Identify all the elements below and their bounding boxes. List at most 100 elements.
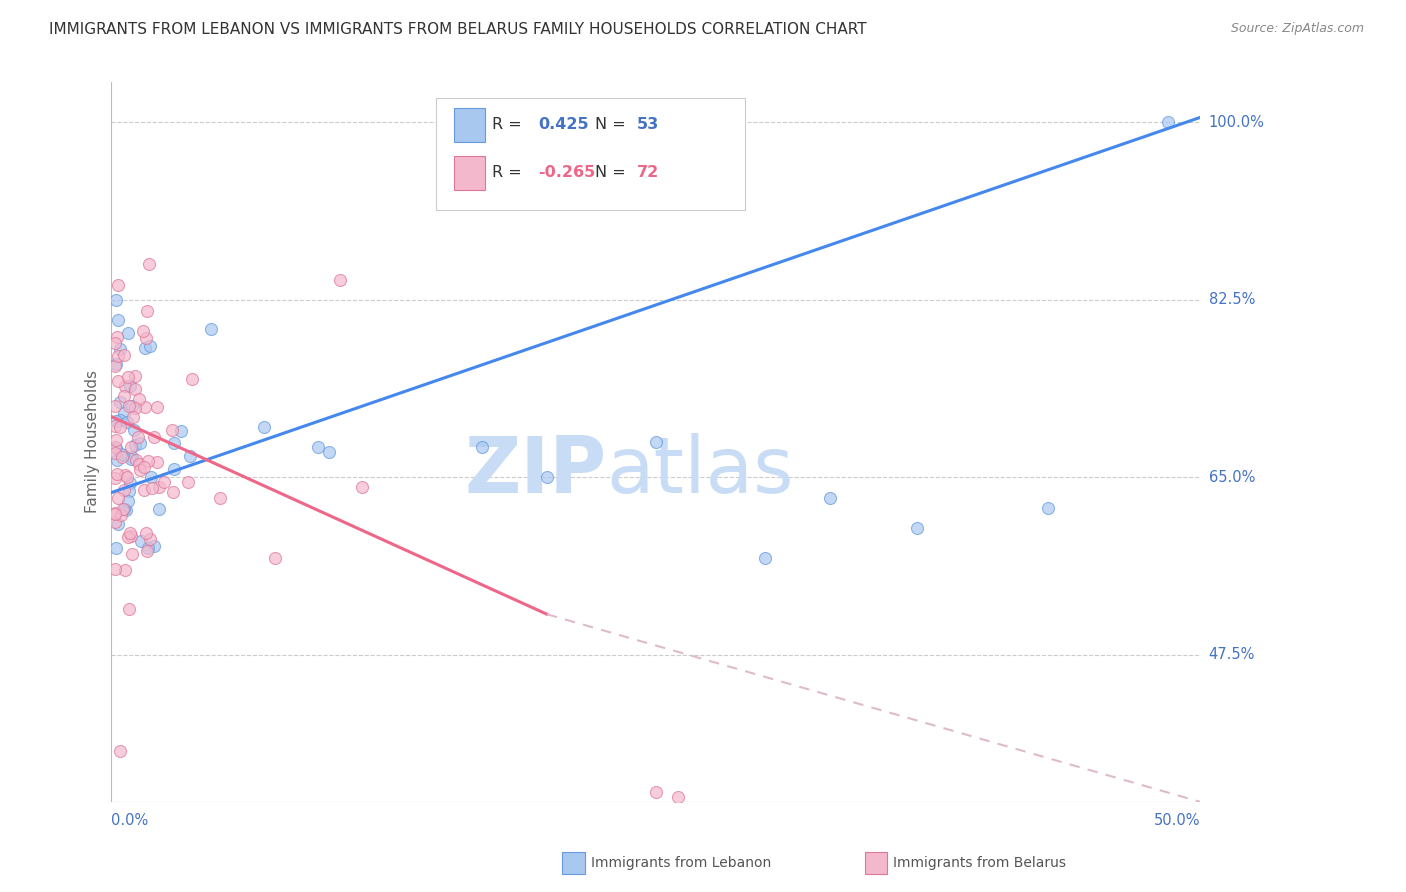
- Point: [118, 378, 141, 392]
- Point: [104, 508, 127, 522]
- Point: [118, 602, 141, 616]
- Point: [110, 447, 132, 461]
- Point: [1036, 500, 1059, 515]
- Point: [905, 521, 928, 535]
- Point: [114, 378, 136, 392]
- Point: [135, 331, 157, 345]
- Point: [107, 349, 129, 363]
- Y-axis label: Family Households: Family Households: [86, 370, 100, 514]
- Point: [107, 517, 129, 532]
- Point: [128, 463, 150, 477]
- Point: [104, 446, 127, 460]
- Text: Immigrants from Belarus: Immigrants from Belarus: [893, 856, 1066, 871]
- Point: [115, 470, 138, 484]
- Point: [129, 435, 152, 450]
- Point: [114, 468, 136, 483]
- Point: [148, 480, 170, 494]
- Point: [134, 401, 156, 415]
- Point: [142, 430, 165, 444]
- Point: [134, 341, 156, 355]
- Point: [139, 532, 162, 546]
- Point: [105, 433, 128, 447]
- Point: [128, 457, 150, 471]
- Point: [135, 525, 157, 540]
- Point: [115, 503, 138, 517]
- Text: 0.425: 0.425: [538, 117, 589, 132]
- Point: [536, 470, 558, 484]
- Point: [124, 401, 146, 415]
- Point: [135, 304, 157, 318]
- Point: [131, 324, 153, 338]
- Point: [104, 440, 127, 454]
- Point: [114, 389, 136, 403]
- Point: [104, 507, 127, 521]
- Point: [105, 467, 128, 481]
- Text: 82.5%: 82.5%: [1209, 293, 1256, 308]
- Text: 0.0%: 0.0%: [111, 813, 149, 828]
- Text: 100.0%: 100.0%: [1209, 115, 1264, 130]
- Point: [134, 483, 156, 498]
- Point: [108, 395, 131, 409]
- Point: [120, 452, 142, 467]
- Text: atlas: atlas: [607, 433, 794, 508]
- Point: [179, 449, 201, 463]
- Point: [143, 540, 166, 554]
- Point: [107, 313, 129, 327]
- Point: [115, 415, 138, 429]
- Point: [666, 789, 689, 804]
- Point: [118, 483, 141, 498]
- Point: [108, 343, 131, 357]
- Point: [118, 525, 141, 540]
- Point: [163, 435, 186, 450]
- Point: [120, 440, 142, 454]
- Point: [200, 322, 222, 336]
- Point: [104, 359, 127, 374]
- Point: [121, 399, 143, 413]
- Point: [107, 374, 129, 388]
- Point: [124, 369, 146, 384]
- Point: [124, 382, 146, 396]
- Point: [107, 453, 129, 467]
- Point: [117, 493, 139, 508]
- Point: [138, 339, 160, 353]
- Point: [107, 491, 129, 505]
- Text: R =: R =: [492, 165, 527, 180]
- Point: [124, 438, 146, 452]
- Point: [125, 452, 148, 467]
- Point: [112, 448, 135, 462]
- Point: [122, 423, 145, 437]
- Point: [112, 348, 135, 362]
- Point: [108, 744, 131, 758]
- Text: 72: 72: [637, 165, 659, 180]
- Point: [127, 430, 149, 444]
- Text: 53: 53: [637, 117, 659, 132]
- Point: [350, 481, 373, 495]
- Text: 65.0%: 65.0%: [1209, 470, 1256, 485]
- Point: [136, 543, 159, 558]
- Point: [1156, 115, 1178, 129]
- Point: [110, 413, 132, 427]
- Text: N =: N =: [595, 117, 631, 132]
- Point: [128, 392, 150, 406]
- Point: [118, 475, 141, 490]
- Point: [110, 508, 132, 522]
- Point: [104, 399, 127, 413]
- Point: [263, 551, 285, 566]
- Point: [104, 293, 127, 307]
- Point: [104, 541, 127, 556]
- Point: [141, 482, 163, 496]
- Text: IMMIGRANTS FROM LEBANON VS IMMIGRANTS FROM BELARUS FAMILY HOUSEHOLDS CORRELATION: IMMIGRANTS FROM LEBANON VS IMMIGRANTS FR…: [49, 22, 868, 37]
- Point: [108, 419, 131, 434]
- Point: [148, 501, 170, 516]
- Text: Immigrants from Lebanon: Immigrants from Lebanon: [591, 856, 770, 871]
- Point: [132, 460, 155, 475]
- Point: [105, 330, 128, 344]
- Point: [104, 471, 127, 485]
- Point: [107, 277, 129, 292]
- Point: [121, 547, 143, 561]
- Point: [117, 326, 139, 341]
- Point: [117, 530, 139, 544]
- Point: [111, 450, 134, 464]
- Point: [104, 562, 127, 576]
- Point: [170, 424, 193, 438]
